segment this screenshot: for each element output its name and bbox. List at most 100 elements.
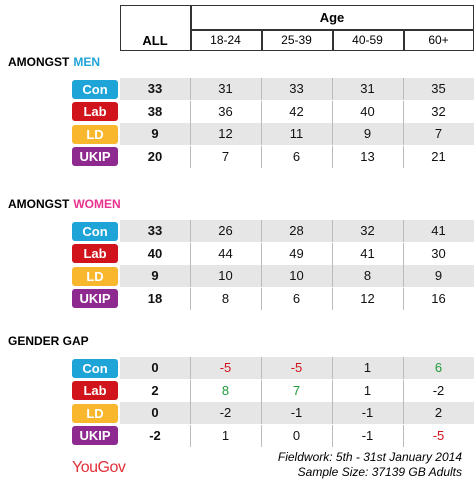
heading-text: AMONGST [8,55,70,69]
header-divider [261,29,263,51]
cell-divider [190,123,191,145]
cell: -1 [361,405,374,420]
cell: 31 [218,81,233,96]
cell: -2 [432,382,445,398]
cell-divider [261,357,262,379]
cell-divider [403,357,404,379]
cell-divider [403,402,404,424]
cell-divider [190,287,191,310]
cell-divider [332,123,333,145]
cell-divider [190,265,191,287]
cell: 28 [289,223,304,238]
cell: 7 [292,382,301,398]
cell: 33 [147,223,163,238]
sample-size: Sample Size: 37139 GB Adults [297,465,462,479]
party-badge: LD [72,124,118,144]
cell-divider [190,220,191,242]
row-background [120,357,474,379]
column-header: ALL [142,33,168,48]
cell-divider [403,78,404,100]
cell: 31 [360,81,375,96]
row-background [120,424,474,447]
cell: 0 [151,405,159,420]
cell: -5 [219,360,232,375]
cell: 20 [147,148,163,164]
row-background [120,100,474,123]
party-badge: Lab [72,244,118,263]
cell: 18 [147,290,163,306]
row-background [120,145,474,168]
cell-divider [190,379,191,402]
party-badge: LD [72,403,118,423]
cell-divider [190,145,191,168]
cell-divider [261,220,262,242]
cell-divider [261,78,262,100]
row-background [120,402,474,424]
cell: 10 [289,268,304,283]
cell: 44 [218,245,233,261]
cell-divider [403,424,404,447]
cell: 6 [434,360,443,375]
party-badge: UKIP [72,289,118,308]
row-background [120,123,474,145]
cell-divider [332,242,333,265]
cell: 32 [431,103,446,119]
cell: 8 [221,290,230,306]
cell-divider [190,402,191,424]
cell: 33 [147,81,163,96]
header-divider [190,5,192,51]
cell: 1 [221,427,230,443]
party-badge: Con [72,79,118,99]
cell: 49 [289,245,304,261]
cell-divider [261,100,262,123]
cell: 9 [363,126,372,141]
party-badge: Lab [72,381,118,400]
heading-text: GENDER GAP [8,334,89,348]
cell: 33 [289,81,304,96]
cell-divider [261,265,262,287]
cell: 6 [292,148,301,164]
cell-divider [261,402,262,424]
cell-divider [403,242,404,265]
row-background [120,287,474,310]
cell: 41 [431,223,446,238]
column-header: 18-24 [210,33,241,47]
cell: 16 [431,290,446,306]
cell: -1 [361,427,374,443]
fieldwork: Fieldwork: 5th - 31st January 2014 [277,450,462,464]
cell: 38 [147,103,163,119]
cell: 9 [151,268,159,283]
cell: 9 [151,126,159,141]
section-heading: GENDER GAP [8,334,89,348]
cell-divider [261,123,262,145]
cell: -5 [290,360,303,375]
cell: 9 [434,268,443,283]
cell: 1 [363,360,372,375]
cell: 30 [431,245,446,261]
cell-divider [403,265,404,287]
cell: 1 [363,382,372,398]
cell-divider [190,424,191,447]
cell: 7 [434,126,443,141]
cell: 7 [221,148,230,164]
logo: YouGov [72,459,126,476]
cell-divider [261,145,262,168]
age-heading: Age [319,10,345,25]
cell-divider [403,379,404,402]
section-heading: AMONGST MEN [8,55,100,69]
cell-divider [332,145,333,168]
heading-highlight: WOMEN [73,197,121,211]
row-background [120,242,474,265]
heading-text: AMONGST [8,197,70,211]
party-badge: Con [72,358,118,378]
cell: 8 [363,268,372,283]
cell-divider [332,424,333,447]
column-header: 40-59 [352,33,383,47]
cell: 26 [218,223,233,238]
cell-divider [261,379,262,402]
cell: -5 [432,427,445,443]
party-badge: Con [72,221,118,241]
row-background [120,220,474,242]
cell: 10 [218,268,233,283]
